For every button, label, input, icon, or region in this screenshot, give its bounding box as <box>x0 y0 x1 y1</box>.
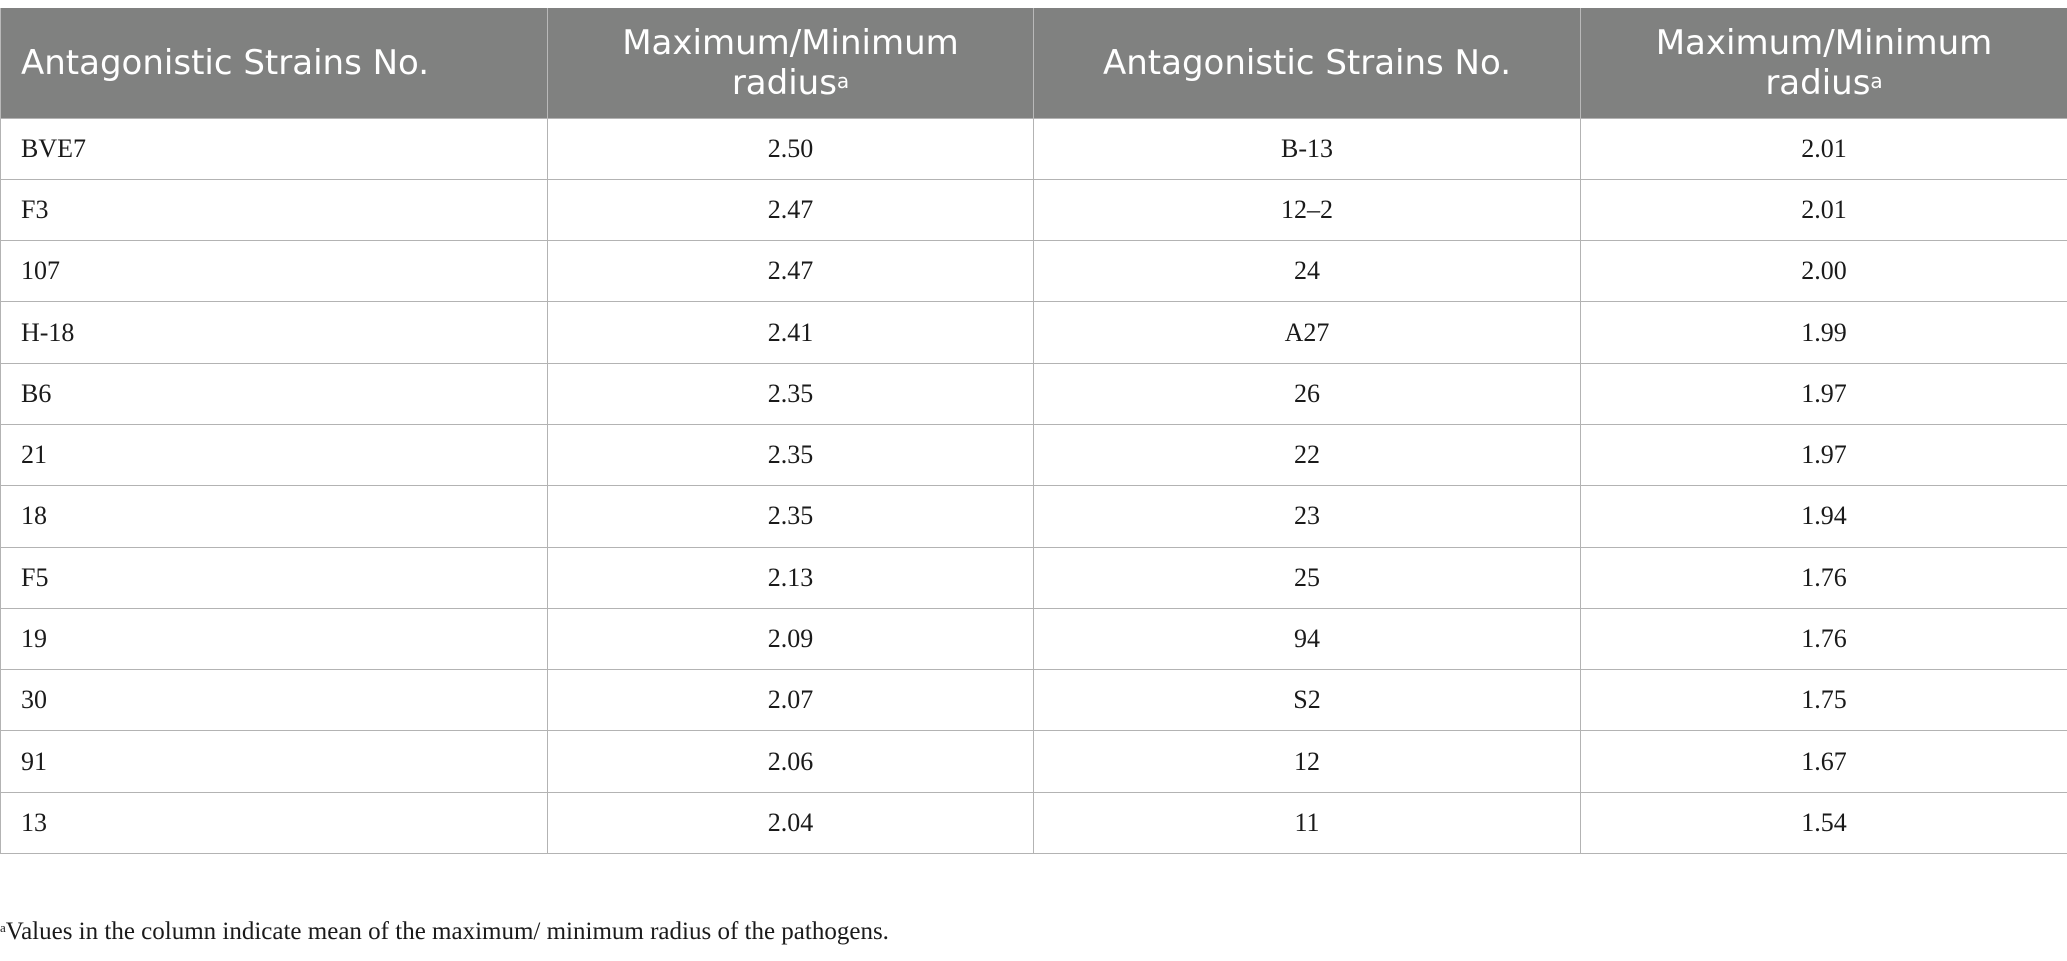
radius-cell: 2.35 <box>547 423 1034 487</box>
strain-no-cell: 26 <box>1033 362 1581 425</box>
radius-cell: 2.06 <box>547 730 1034 793</box>
header-row: Antagonistic Strains No. Maximum/Minimum… <box>0 8 2067 118</box>
table-row: 30 2.07 S2 1.75 <box>0 669 2067 732</box>
table-row: B6 2.35 26 1.97 <box>0 362 2067 425</box>
antagonistic-strains-table: Antagonistic Strains No. Maximum/Minimum… <box>0 8 2067 855</box>
table-row: BVE7 2.50 B-13 2.01 <box>0 117 2067 180</box>
footnote-marker: a <box>0 920 6 935</box>
data-table-container: Antagonistic Strains No. Maximum/Minimum… <box>0 8 2067 855</box>
radius-cell: 2.47 <box>547 178 1034 242</box>
table-row: 19 2.09 94 1.76 <box>0 607 2067 671</box>
radius-cell: 2.01 <box>1580 117 2067 180</box>
strain-no-cell: 13 <box>0 791 548 855</box>
strain-no-cell: 94 <box>1033 607 1581 671</box>
radius-cell: 2.13 <box>547 546 1034 609</box>
radius-cell: 2.00 <box>1580 240 2067 303</box>
strain-no-cell: A27 <box>1033 301 1581 364</box>
table-row: 21 2.35 22 1.97 <box>0 423 2067 487</box>
strain-no-cell: S2 <box>1033 669 1581 732</box>
strain-no-cell: H-18 <box>0 301 548 364</box>
radius-cell: 1.76 <box>1580 607 2067 671</box>
radius-cell: 2.01 <box>1580 178 2067 242</box>
table-row: F5 2.13 25 1.76 <box>0 546 2067 609</box>
strain-no-cell: 91 <box>0 730 548 793</box>
radius-cell: 2.47 <box>547 240 1034 303</box>
header-strain-no-1: Antagonistic Strains No. <box>0 8 548 118</box>
strain-no-cell: 23 <box>1033 485 1581 548</box>
radius-cell: 2.07 <box>547 669 1034 732</box>
strain-no-cell: 22 <box>1033 423 1581 487</box>
radius-cell: 2.35 <box>547 362 1034 425</box>
strain-no-cell: F5 <box>0 546 548 609</box>
footnote-text: Values in the column indicate mean of th… <box>5 918 889 945</box>
radius-cell: 2.41 <box>547 301 1034 364</box>
strain-no-cell: F3 <box>0 178 548 242</box>
strain-no-cell: 19 <box>0 607 548 671</box>
radius-cell: 2.04 <box>547 791 1034 855</box>
strain-no-cell: 12–2 <box>1033 178 1581 242</box>
strain-no-cell: 12 <box>1033 730 1581 793</box>
header-radius-1: Maximum/Minimum radiusa <box>547 8 1034 118</box>
radius-cell: 1.94 <box>1580 485 2067 548</box>
table-row: 91 2.06 12 1.67 <box>0 730 2067 793</box>
header-radius-2: Maximum/Minimum radiusa <box>1580 8 2067 118</box>
strain-no-cell: BVE7 <box>0 117 548 180</box>
strain-no-cell: 21 <box>0 423 548 487</box>
radius-cell: 1.67 <box>1580 730 2067 793</box>
table-header: Antagonistic Strains No. Maximum/Minimum… <box>0 8 2067 118</box>
radius-cell: 1.97 <box>1580 423 2067 487</box>
strain-no-cell: 18 <box>0 485 548 548</box>
header-strain-no-2: Antagonistic Strains No. <box>1033 8 1581 118</box>
strain-no-cell: 30 <box>0 669 548 732</box>
table-row: 13 2.04 11 1.54 <box>0 791 2067 855</box>
radius-cell: 1.54 <box>1580 791 2067 855</box>
strain-no-cell: 25 <box>1033 546 1581 609</box>
table-row: H-18 2.41 A27 1.99 <box>0 301 2067 364</box>
table-footnote: aValues in the column indicate mean of t… <box>0 918 889 946</box>
strain-no-cell: B-13 <box>1033 117 1581 180</box>
strain-no-cell: 11 <box>1033 791 1581 855</box>
strain-no-cell: 107 <box>0 240 548 303</box>
table-body: BVE7 2.50 B-13 2.01 F3 2.47 12–2 2.01 107 2.47 24 2… <box>0 117 2067 855</box>
radius-cell: 1.76 <box>1580 546 2067 609</box>
table-row: 107 2.47 24 2.00 <box>0 240 2067 303</box>
strain-no-cell: 24 <box>1033 240 1581 303</box>
table-row: 18 2.35 23 1.94 <box>0 485 2067 548</box>
radius-cell: 2.09 <box>547 607 1034 671</box>
strain-no-cell: B6 <box>0 362 548 425</box>
table-row: F3 2.47 12–2 2.01 <box>0 178 2067 242</box>
radius-cell: 1.99 <box>1580 301 2067 364</box>
radius-cell: 2.50 <box>547 117 1034 180</box>
radius-cell: 2.35 <box>547 485 1034 548</box>
radius-cell: 1.97 <box>1580 362 2067 425</box>
radius-cell: 1.75 <box>1580 669 2067 732</box>
